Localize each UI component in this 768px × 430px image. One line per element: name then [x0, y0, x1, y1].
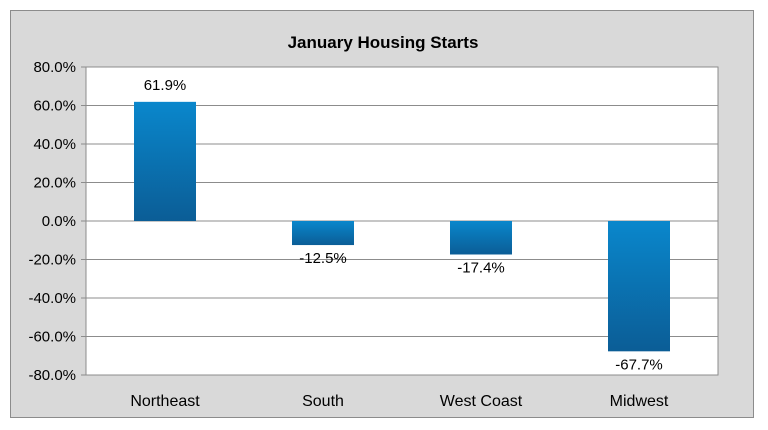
y-tick-label: 80.0%: [33, 59, 76, 76]
chart-title: January Housing Starts: [287, 33, 479, 52]
y-tick-label: -80.0%: [28, 367, 76, 384]
x-category-label: Northeast: [130, 393, 200, 410]
data-label: 61.9%: [144, 77, 187, 94]
y-tick-label: -60.0%: [28, 329, 76, 346]
x-category-label: Midwest: [610, 393, 669, 410]
y-tick-label: 40.0%: [33, 136, 76, 153]
bar-northeast: [134, 101, 196, 221]
data-label: -12.5%: [299, 250, 347, 267]
y-tick-label: -20.0%: [28, 252, 76, 269]
x-category-label: West Coast: [440, 393, 523, 410]
y-tick-label: -40.0%: [28, 290, 76, 307]
y-tick-label: 20.0%: [33, 175, 76, 192]
bar-south: [292, 221, 354, 246]
bar-west-coast: [450, 221, 512, 255]
data-label: -67.7%: [615, 356, 663, 373]
data-label: -17.4%: [457, 259, 505, 276]
bar-midwest: [608, 221, 670, 352]
y-tick-label: 60.0%: [33, 98, 76, 115]
x-category-label: South: [302, 393, 344, 410]
y-tick-label: 0.0%: [42, 213, 76, 230]
